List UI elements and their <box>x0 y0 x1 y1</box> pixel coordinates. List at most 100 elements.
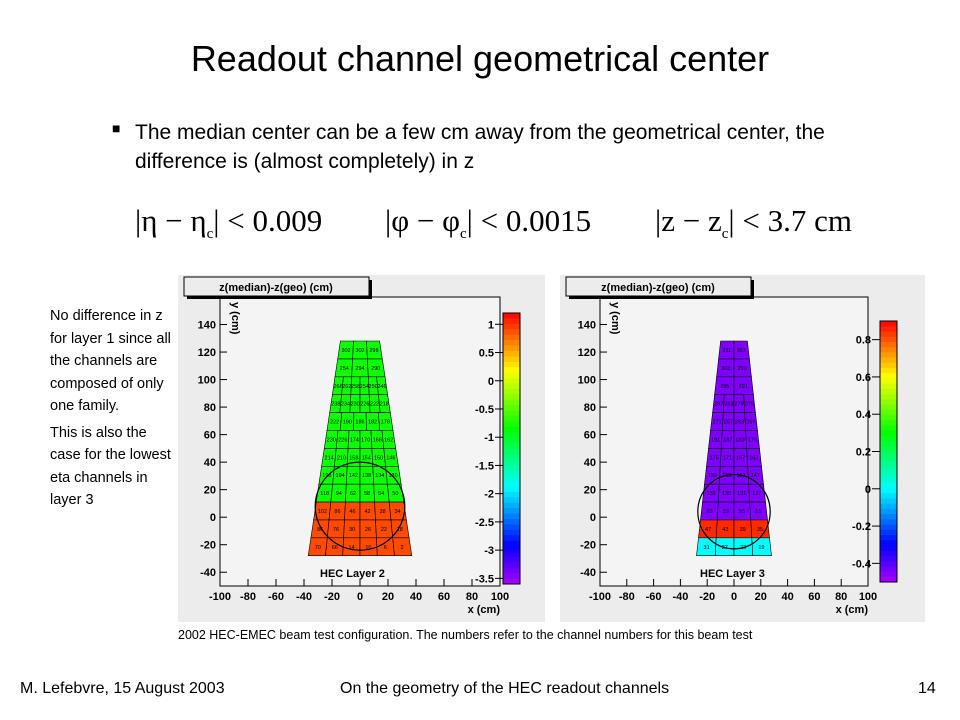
color-scale-step <box>880 519 897 526</box>
channel-number: 170 <box>361 437 370 443</box>
channel-cell <box>744 412 758 431</box>
channel-cell <box>733 340 750 360</box>
channel-number: 47 <box>705 527 711 533</box>
channel-cell <box>716 358 735 378</box>
channel-cell <box>383 448 399 467</box>
channel-number: 118 <box>320 491 329 497</box>
channel-number: 214 <box>325 455 334 461</box>
channel-cell <box>345 465 361 485</box>
channel-cell <box>371 448 386 467</box>
channel-cell <box>375 519 394 539</box>
channel-number: 254 <box>340 366 349 372</box>
channel-cell <box>359 394 371 413</box>
y-tick-label: 60 <box>584 430 596 442</box>
y-tick-label: -40 <box>200 567 216 579</box>
x-tick-label: 20 <box>382 591 394 603</box>
channel-cell <box>326 519 345 539</box>
color-scale-step <box>503 453 520 460</box>
channel-cell <box>374 501 392 521</box>
channel-number: 6 <box>384 545 387 551</box>
color-scale-step <box>503 318 520 325</box>
channel-number: 182 <box>368 420 377 426</box>
z-tick-label: -0.2 <box>852 521 871 533</box>
color-scale-step <box>880 425 897 432</box>
channel-number: 55 <box>739 509 745 515</box>
channel-cell <box>346 448 361 467</box>
channel-number: 210 <box>337 455 346 461</box>
color-scale-step <box>503 529 520 536</box>
channel-number: 167 <box>736 455 745 461</box>
channel-number: 175 <box>710 455 719 461</box>
channel-number: 254 <box>360 384 369 390</box>
color-scale-step <box>503 486 520 493</box>
channel-number: 94 <box>336 491 342 497</box>
channel-cell <box>733 537 754 557</box>
channel-number: 30 <box>349 527 355 533</box>
color-scale-step <box>503 535 520 542</box>
channel-cell <box>378 394 391 413</box>
channel-number: 31 <box>704 545 710 551</box>
x-tick-label: 40 <box>410 591 422 603</box>
channel-cell <box>353 412 367 431</box>
color-scale-step <box>880 550 897 557</box>
channel-cell <box>710 412 724 431</box>
channel-cell <box>339 394 352 413</box>
color-scale-step <box>880 540 897 546</box>
channel-cell <box>719 448 735 467</box>
y-axis-label: y (cm) <box>609 302 621 335</box>
color-scale-step <box>880 441 897 447</box>
color-scale-step <box>880 414 897 421</box>
channel-cell <box>332 465 348 485</box>
channel-number: 130 <box>389 473 398 479</box>
channel-number: 35 <box>757 527 763 533</box>
channel-cell <box>335 430 350 449</box>
channel-cell <box>329 394 342 413</box>
channel-cell <box>696 537 717 557</box>
channel-cell <box>733 412 747 431</box>
channel-number: 187 <box>723 437 732 443</box>
z-tick-label: -2.5 <box>475 517 494 529</box>
channel-number: 43 <box>722 527 728 533</box>
color-scale-step <box>503 562 520 569</box>
channel-cell <box>718 465 735 485</box>
channel-number: 62 <box>350 491 356 497</box>
color-scale-step <box>503 388 520 395</box>
y-tick-label: 140 <box>198 320 216 332</box>
y-tick-label: -20 <box>580 540 596 552</box>
channel-cell <box>750 519 770 539</box>
z-tick-label: -3.5 <box>475 573 494 585</box>
color-scale-step <box>503 475 520 482</box>
channel-number: 159 <box>708 473 717 479</box>
channel-number: 51 <box>755 509 761 515</box>
x-tick-label: -20 <box>699 591 715 603</box>
channel-cell <box>373 483 390 503</box>
color-scale-step <box>880 341 897 348</box>
color-scale-step <box>503 448 520 455</box>
color-scale-step <box>880 482 897 489</box>
channel-number: 22 <box>381 527 387 533</box>
channel-cell <box>748 483 766 503</box>
note-paragraph: This is also the case for the lowest eta… <box>50 424 171 509</box>
color-scale-step <box>503 470 520 477</box>
channel-number: 298 <box>369 348 378 354</box>
color-scale-step <box>880 321 897 327</box>
title-box <box>183 276 370 297</box>
color-scale-step <box>503 345 520 352</box>
channel-cell <box>385 465 402 485</box>
channel-number: 163 <box>749 455 758 461</box>
channel-cell <box>339 412 355 431</box>
color-scale-step <box>503 524 520 531</box>
channel-cell <box>743 394 756 413</box>
color-scale-step <box>880 394 897 400</box>
layer-label: HEC Layer 2 <box>320 568 385 580</box>
color-scale-step <box>503 497 520 504</box>
color-scale-step <box>503 437 520 444</box>
color-scale-step <box>880 571 897 578</box>
channel-number: 86 <box>317 527 323 533</box>
channel-cell <box>720 430 735 449</box>
color-scale-step <box>880 446 897 452</box>
channel-number: 66 <box>332 545 338 551</box>
x-axis-label: x (cm) <box>468 604 501 616</box>
module-outline <box>697 473 771 550</box>
color-scale-step <box>880 508 897 515</box>
